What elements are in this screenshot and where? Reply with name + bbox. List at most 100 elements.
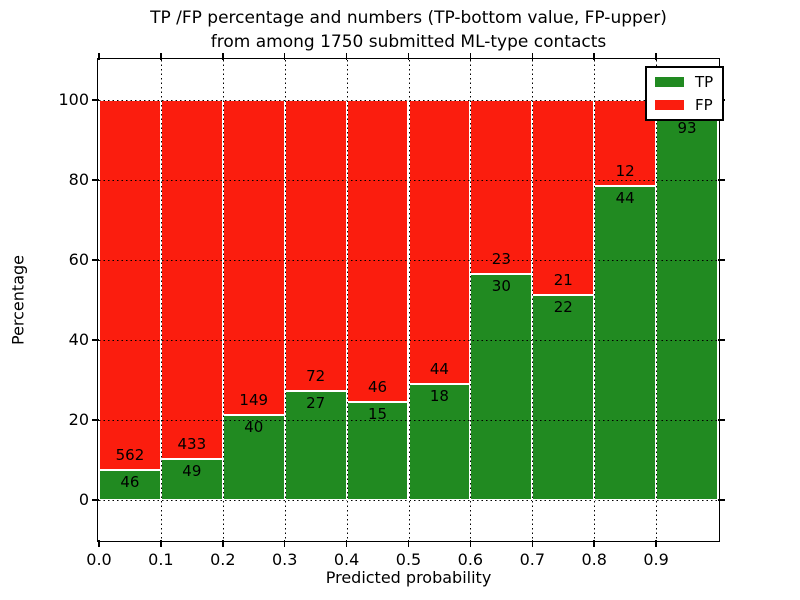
y-tick-mark <box>92 419 99 421</box>
bar-fp-segment <box>222 100 285 416</box>
x-tick-label: 0.2 <box>210 550 236 569</box>
y-tick-mark <box>718 419 725 421</box>
x-tick-mark <box>98 53 100 60</box>
x-tick-mark <box>655 540 657 547</box>
bar-tp-segment <box>408 384 471 500</box>
bar-fp-segment <box>408 100 471 384</box>
y-tick-mark <box>92 339 99 341</box>
y-tick-mark <box>718 499 725 501</box>
chart-title: TP /FP percentage and numbers (TP-bottom… <box>99 6 718 54</box>
tp-count-label: 22 <box>553 298 573 317</box>
x-tick-mark <box>160 540 162 547</box>
x-tick-label: 0.0 <box>86 550 112 569</box>
x-tick-label: 0.1 <box>148 550 174 569</box>
x-tick-mark <box>345 53 348 60</box>
tp-count-label: 27 <box>306 393 326 412</box>
bar-fp-segment <box>346 100 409 402</box>
y-tick-label: 60 <box>68 250 89 269</box>
bar-tp-segment <box>160 459 223 500</box>
x-tick-label: 0.3 <box>271 550 298 569</box>
y-tick-label: 80 <box>68 170 89 189</box>
y-tick-label: 0 <box>78 490 89 509</box>
gridline-vertical <box>594 60 596 540</box>
plot-area: 562 46 433 49 149 40 72 27 46 15 44 18 23 30 21 22 12 44 9… <box>99 60 718 540</box>
y-tick-label: 100 <box>58 90 89 109</box>
gridline-vertical <box>470 60 472 540</box>
bar-tp-segment <box>532 295 595 500</box>
fp-count-label: 149 <box>239 391 269 410</box>
tp-count-label: 40 <box>244 418 264 437</box>
x-tick-mark <box>345 540 348 547</box>
tp-count-label: 49 <box>182 462 202 481</box>
x-tick-mark <box>655 53 657 60</box>
fp-count-label: 72 <box>306 366 326 385</box>
x-tick-mark <box>407 540 410 547</box>
legend-label: TP <box>695 73 714 91</box>
gridline-vertical <box>160 60 162 540</box>
y-tick-label: 20 <box>68 410 89 429</box>
fp-count-label: 44 <box>429 360 449 378</box>
gridline-vertical <box>346 60 348 540</box>
y-tick-mark <box>92 499 99 501</box>
bar-tp-segment <box>470 273 533 500</box>
x-tick-mark <box>283 53 286 60</box>
y-tick-mark <box>92 259 99 261</box>
fp-count-label: 12 <box>615 161 635 180</box>
y-axis-label: Percentage <box>8 254 28 346</box>
x-tick-label: 0.6 <box>457 550 484 569</box>
x-tick-label: 0.4 <box>333 550 360 569</box>
tp-count-label: 18 <box>429 387 449 405</box>
tp-count-label: 93 <box>677 119 697 138</box>
bar-fp-segment <box>99 100 161 470</box>
bar-fp-segment <box>470 100 533 274</box>
x-tick-mark <box>469 540 472 547</box>
legend-swatch-tp-icon <box>655 77 684 87</box>
legend-swatch-fp-icon <box>655 100 684 110</box>
x-tick-label: 0.9 <box>643 550 669 569</box>
y-tick-mark <box>92 179 99 181</box>
x-tick-mark <box>531 53 534 60</box>
y-tick-mark <box>92 99 99 101</box>
bar-tp-segment <box>284 390 347 500</box>
x-tick-mark <box>469 53 472 60</box>
x-tick-mark <box>593 53 595 60</box>
chart-title-line1: TP /FP percentage and numbers (TP-bottom… <box>150 8 667 28</box>
gridline-vertical <box>222 60 224 540</box>
legend-label: FP <box>695 96 713 114</box>
tp-count-label: 30 <box>491 276 511 295</box>
x-tick-mark <box>531 540 534 547</box>
y-tick-mark <box>718 179 725 181</box>
legend-entry: TP <box>655 74 713 90</box>
bar-fp-segment <box>532 100 595 296</box>
bar-fp-segment <box>160 100 223 460</box>
fp-count-label: 23 <box>491 249 511 268</box>
chart-title-line2: from among 1750 submitted ML-type contac… <box>210 32 607 52</box>
x-tick-mark <box>98 540 100 547</box>
gridline-vertical <box>532 60 534 540</box>
x-tick-label: 0.7 <box>519 550 546 569</box>
y-tick-label: 40 <box>68 330 89 349</box>
x-axis-label: Predicted probability <box>325 568 492 587</box>
fp-count-label: 46 <box>367 377 388 396</box>
bar-tp-segment <box>99 469 161 500</box>
bar-tp-segment <box>656 116 718 500</box>
x-tick-mark <box>407 53 410 60</box>
legend-entry: FP <box>655 97 713 113</box>
x-tick-mark <box>222 540 224 547</box>
fp-count-label: 433 <box>177 435 207 454</box>
fp-count-label: 21 <box>553 271 573 290</box>
x-tick-mark <box>160 53 162 60</box>
bar-tp-segment <box>594 185 657 500</box>
x-tick-mark <box>593 540 595 547</box>
y-tick-mark <box>718 339 725 341</box>
tp-count-label: 15 <box>367 404 388 423</box>
bar-fp-segment <box>284 100 347 391</box>
x-tick-label: 0.8 <box>581 550 607 569</box>
gridline-vertical <box>656 60 658 540</box>
x-tick-mark <box>222 53 224 60</box>
tp-count-label: 46 <box>120 472 140 491</box>
gridline-vertical <box>284 60 286 540</box>
legend: TP FP <box>645 66 725 121</box>
x-tick-label: 0.5 <box>395 550 422 569</box>
